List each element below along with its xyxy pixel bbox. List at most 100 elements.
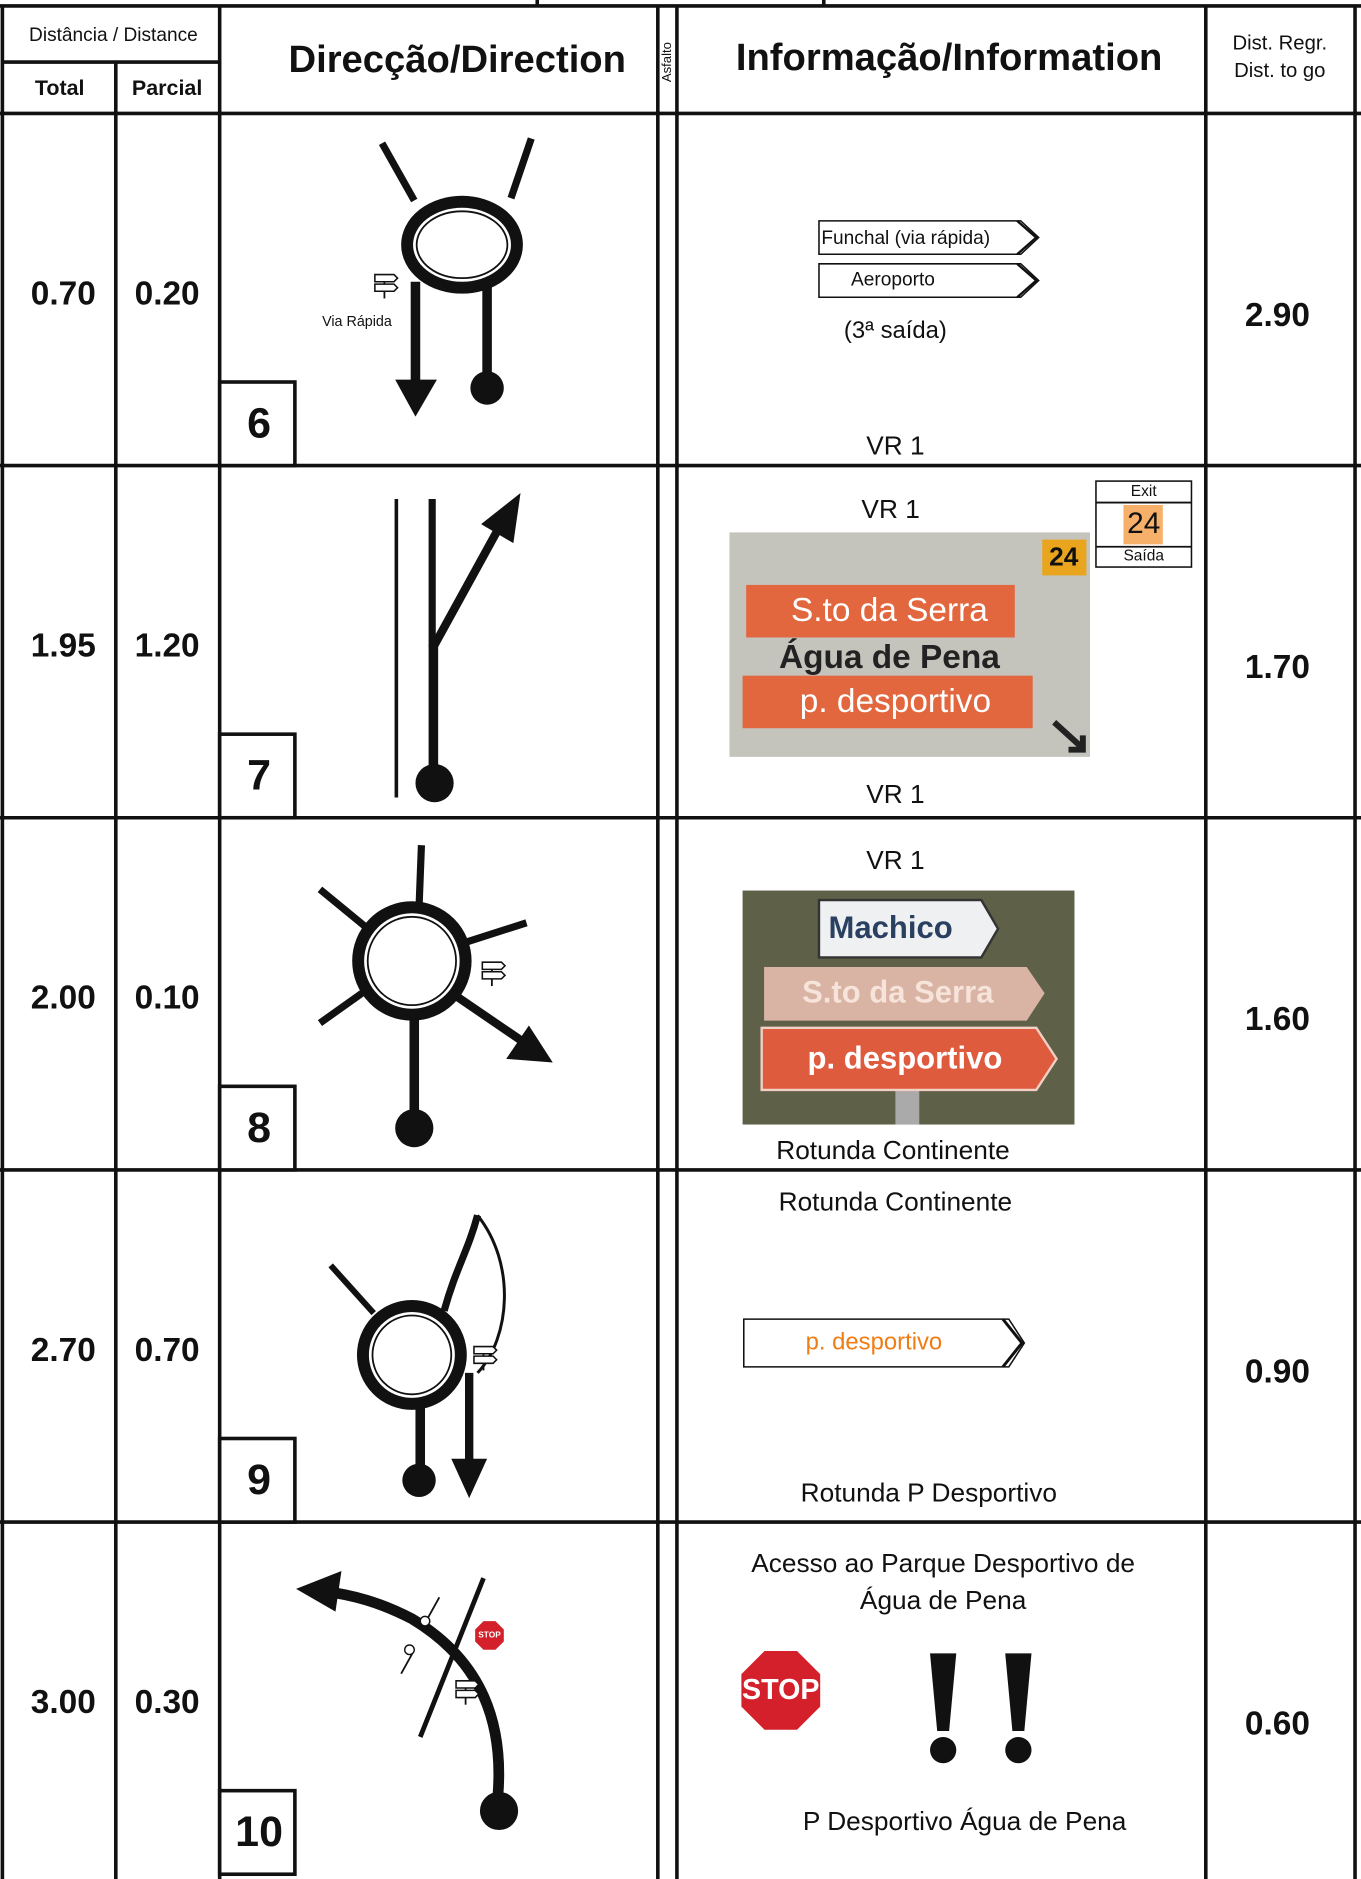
step-box <box>217 1084 297 1172</box>
step-box <box>217 732 297 820</box>
dot <box>470 371 504 405</box>
dot <box>352 901 472 1021</box>
info-top: Água de Pena <box>860 1585 1027 1615</box>
dot <box>402 1463 436 1497</box>
info-bottom: Rotunda P Desportivo <box>801 1478 1057 1508</box>
shape <box>930 1653 957 1731</box>
box <box>1095 480 1193 568</box>
dot <box>371 1314 453 1396</box>
photo-text: Água de Pena <box>779 638 1000 676</box>
partial-distance: 0.30 <box>135 1684 200 1721</box>
info-top: VR 1 <box>866 845 924 875</box>
shape <box>818 220 1040 256</box>
step-box <box>217 380 297 468</box>
step-number: 7 <box>247 752 271 800</box>
direction-sign: p. desportivo <box>806 1328 943 1355</box>
roundabout <box>401 195 523 294</box>
box <box>1042 539 1087 576</box>
sign-photo <box>742 890 1075 1125</box>
rule-line <box>454 993 532 1050</box>
header-information: Informação/Information <box>736 36 1162 79</box>
partial-distance: 0.70 <box>135 1332 200 1369</box>
roundabout <box>415 210 509 280</box>
shape <box>1052 720 1086 753</box>
chevron <box>1016 219 1039 256</box>
distance-to-go: 0.90 <box>1245 1353 1310 1390</box>
header-to-go: Dist. to go <box>1234 60 1325 82</box>
shape <box>1005 1653 1032 1731</box>
rule-line <box>328 1263 376 1316</box>
step-box <box>217 1788 297 1877</box>
diagram-10 <box>296 1571 519 1831</box>
dot <box>404 1644 415 1656</box>
exit-sign-number: 24 <box>1127 507 1160 540</box>
diagram-9 <box>328 1214 506 1499</box>
arrow-head <box>475 1621 504 1650</box>
dot <box>395 1109 434 1148</box>
stop-sign: STOP <box>742 1674 819 1706</box>
rule-line <box>426 1596 441 1620</box>
shape <box>764 966 1045 1021</box>
arrow-head <box>738 1648 823 1733</box>
photo-text: p. desportivo <box>800 683 991 720</box>
dot <box>356 1300 467 1410</box>
rows: 0.70 0.20 2.90 6 1.95 1.20 1.70 7 2.00 0.10 1.60 8 2… <box>31 275 1310 1877</box>
arrow-head <box>506 1025 553 1063</box>
direction-sign: Aeroporto <box>851 270 935 291</box>
info-note: (3ª saída) <box>844 317 947 344</box>
exit-sign-label: Saída <box>1123 547 1164 564</box>
box <box>1123 504 1163 545</box>
info-bottom: Rotunda Continente <box>776 1135 1010 1165</box>
rule-line <box>429 525 503 650</box>
step-number: 6 <box>247 400 271 448</box>
rule-line <box>378 141 418 203</box>
sign-photo <box>729 532 1090 757</box>
arrow-head <box>451 1458 488 1499</box>
arrow-head <box>395 379 437 417</box>
dot <box>419 1615 431 1627</box>
header-direction: Direcção/Direction <box>289 38 626 81</box>
header-surface: Asfalto <box>659 42 674 82</box>
step-number: 10 <box>235 1808 283 1856</box>
step-number: 9 <box>247 1456 271 1504</box>
dot <box>366 915 457 1007</box>
diagram-6 <box>373 137 535 417</box>
rule-line <box>317 987 368 1026</box>
info-bottom: P Desportivo Água de Pena <box>803 1806 1127 1836</box>
info-bottom: VR 1 <box>866 779 924 809</box>
distance-to-go: 1.70 <box>1245 649 1310 686</box>
photo-text: S.to da Serra <box>802 975 994 1010</box>
dot <box>479 1791 519 1831</box>
warning-marks <box>930 1653 1032 1764</box>
shape <box>760 1026 1058 1092</box>
diagram-7 <box>394 493 521 803</box>
diagram-8 <box>317 845 553 1148</box>
step-number: 8 <box>247 1104 271 1152</box>
box <box>742 675 1033 729</box>
box <box>746 584 1015 638</box>
header-to-go: Dist. Regr. <box>1232 33 1327 55</box>
info-top: Acesso ao Parque Desportivo de <box>751 1548 1135 1578</box>
shape <box>742 1318 1026 1368</box>
rule-line <box>507 137 535 200</box>
distance-to-go: 0.60 <box>1245 1705 1310 1742</box>
rule-line <box>415 845 426 908</box>
rule-line <box>418 1577 486 1738</box>
partial-distance: 0.10 <box>135 980 200 1017</box>
partial-distance: 0.20 <box>135 275 200 312</box>
header-distance: Distância / Distance <box>29 25 198 46</box>
exit-sign-label: Exit <box>1131 483 1158 500</box>
distance-to-go: 1.60 <box>1245 1001 1310 1038</box>
shape <box>324 1585 505 1798</box>
direction-sign: Funchal (via rápida) <box>821 228 990 249</box>
info-bottom: VR 1 <box>866 431 924 461</box>
distance-to-go: 2.90 <box>1245 297 1310 334</box>
header-partial: Parcial <box>132 76 202 100</box>
chevron <box>1001 1318 1024 1368</box>
photo-text: S.to da Serra <box>791 592 988 629</box>
partial-distance: 1.20 <box>135 627 200 664</box>
total-distance: 1.95 <box>31 627 96 664</box>
